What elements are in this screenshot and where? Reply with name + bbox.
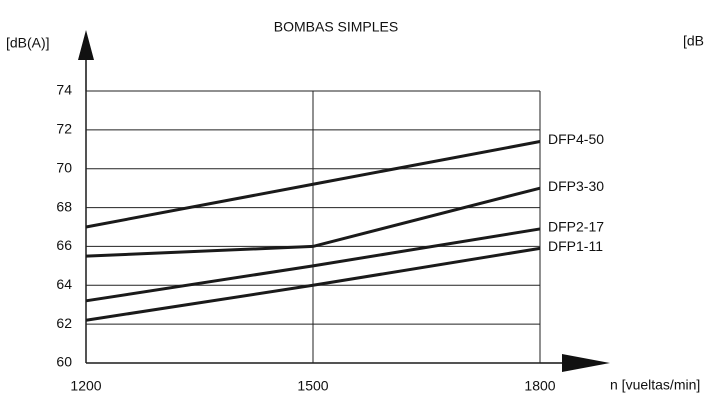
series-line [85, 140, 541, 229]
x-tick-label: 1200 [70, 378, 101, 394]
y-tick-label: 70 [56, 159, 72, 175]
y-tick-label: 68 [56, 198, 72, 214]
series-label: DFP1-11 [548, 238, 603, 254]
y-axis-label: [dB(A)] [6, 35, 50, 51]
y-tick-label: 66 [56, 237, 72, 253]
x-tick-label: 1800 [524, 378, 555, 394]
y-tick-label: 62 [56, 315, 72, 331]
annotation: [dB [683, 33, 704, 49]
series-line [85, 227, 541, 303]
series-label: DFP2-17 [548, 219, 604, 235]
y-axis-arrow [78, 30, 94, 60]
series-label: DFP4-50 [548, 131, 604, 147]
x-axis-arrow [562, 354, 610, 372]
x-axis-label: n [vueltas/min] [610, 377, 700, 393]
y-tick-label: 74 [56, 82, 72, 98]
y-tick-label: 60 [56, 354, 72, 370]
y-tick-label: 64 [56, 276, 72, 292]
series-line [85, 246, 541, 322]
y-tick-label: 72 [56, 121, 72, 137]
chart-title: BOMBAS SIMPLES [274, 19, 398, 35]
series-line [85, 186, 541, 258]
x-tick-label: 1500 [297, 378, 328, 394]
series-label: DFP3-30 [548, 178, 604, 194]
